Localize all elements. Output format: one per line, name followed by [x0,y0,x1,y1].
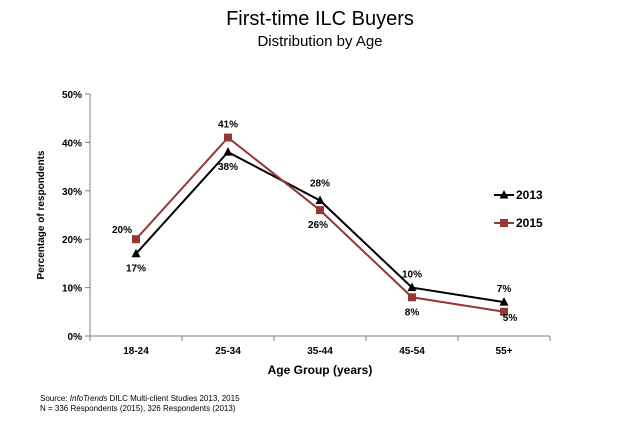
marker-2013 [223,147,233,156]
marker-2015 [224,133,232,142]
data-label-2013: 28% [310,178,330,189]
source-publisher: InfoTrends [69,394,108,403]
x-tick-label: 35-44 [307,346,333,357]
data-label-2015: 26% [308,220,328,231]
marker-2015 [408,293,416,302]
y-tick-label: 40% [62,138,82,149]
data-label-2013: 10% [402,270,422,281]
data-label-2015: 5% [503,313,518,324]
data-label-2013: 17% [126,264,146,275]
chart-title: First-time ILC Buyers [226,8,414,30]
source-prefix: Source: [40,394,70,403]
legend-marker-2013 [499,190,509,199]
y-tick-label: 10% [62,284,82,295]
data-label-2015: 20% [112,225,132,236]
data-label-2013: 7% [497,284,512,295]
marker-2013 [315,195,325,204]
x-tick-label: 18-24 [123,346,149,357]
data-label-2013: 38% [218,162,238,173]
marker-2015 [132,235,140,244]
legend-label-2013: 2013 [516,188,543,202]
marker-2013 [499,297,509,306]
x-tick-label: 25-34 [215,346,241,357]
source-note: Source: InfoTrends DILC Multi-client Stu… [40,394,240,414]
marker-2015 [316,206,324,215]
x-tick-label: 55+ [496,346,513,357]
y-axis-title: Percentage of respondents [36,150,47,279]
y-tick-label: 0% [68,332,83,343]
marker-2015 [500,307,508,316]
chart-subtitle: Distribution by Age [257,33,383,50]
x-axis-title: Age Group (years) [268,363,373,377]
marker-2013 [407,282,417,292]
sample-size-note: N = 336 Respondents (2015), 326 Responde… [40,404,236,413]
data-label-2015: 8% [405,307,420,318]
data-label-2015: 41% [218,120,238,131]
y-tick-label: 30% [62,187,82,198]
source-studies: DILC Multi-client Studies 2013, 2015 [107,394,240,403]
marker-2013 [131,248,141,258]
legend-marker-2015 [500,219,508,227]
x-tick-label: 45-54 [399,346,425,357]
y-tick-label: 20% [62,235,82,246]
legend-label-2015: 2015 [516,216,543,230]
y-tick-label: 50% [62,90,82,101]
